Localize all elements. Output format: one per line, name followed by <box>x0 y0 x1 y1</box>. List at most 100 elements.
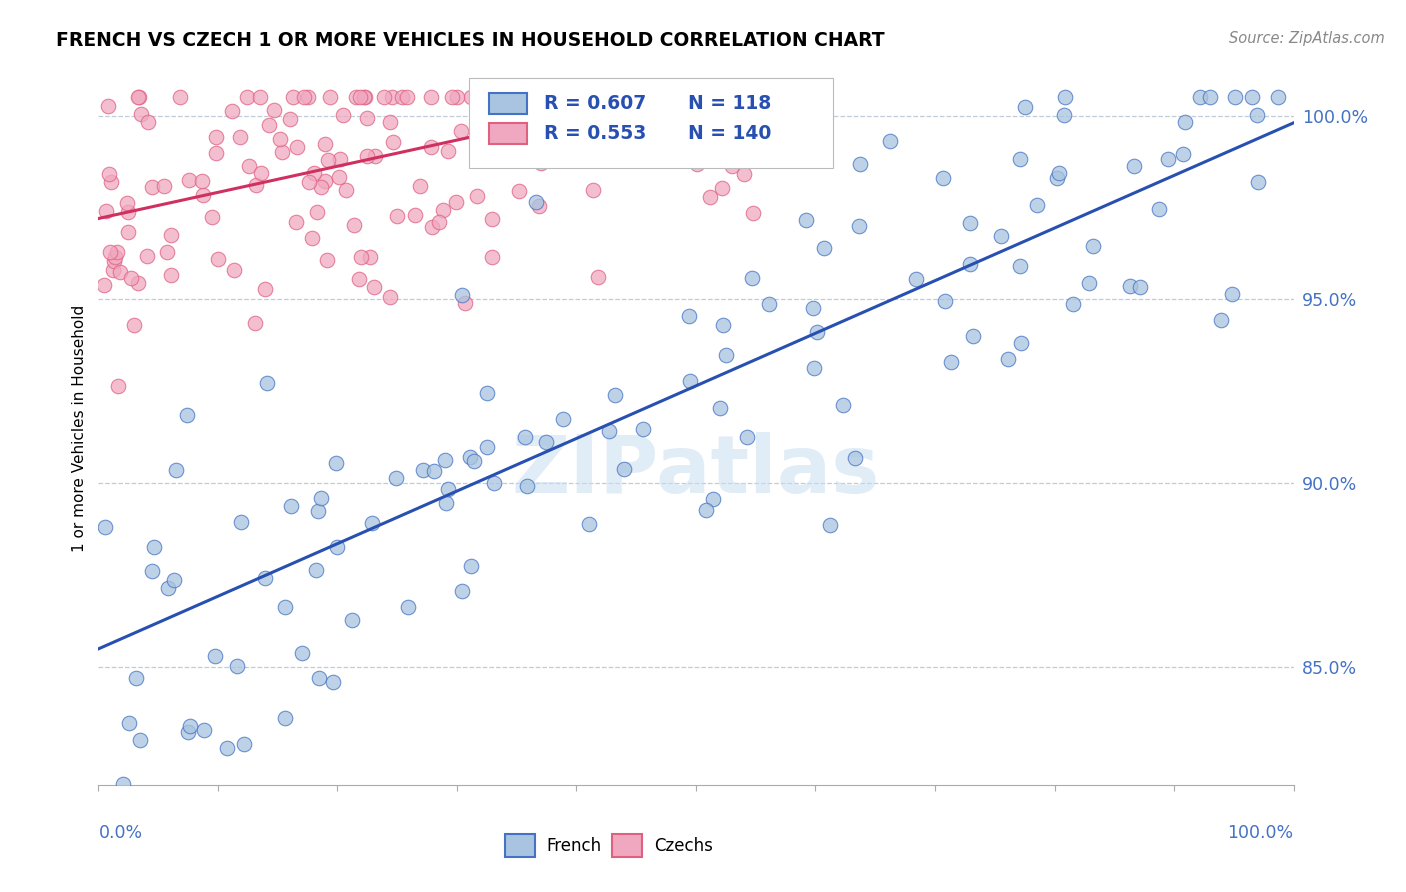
Point <box>177 173 200 187</box>
Point <box>120 271 142 285</box>
Point <box>141 564 163 578</box>
Point <box>454 296 477 310</box>
Point <box>446 90 468 104</box>
Point <box>1222 287 1244 301</box>
Point <box>363 280 385 294</box>
Point <box>714 348 737 362</box>
Point <box>444 194 467 209</box>
Point <box>103 263 125 277</box>
Bar <box>613 834 643 857</box>
Point <box>117 195 139 210</box>
Point <box>340 613 363 627</box>
Point <box>103 253 125 268</box>
Point <box>1189 90 1212 104</box>
Point <box>176 408 198 422</box>
Point <box>607 90 630 104</box>
Point <box>1147 202 1170 217</box>
Point <box>613 462 636 476</box>
Point <box>1008 260 1031 274</box>
Point <box>269 132 291 146</box>
Point <box>107 379 129 393</box>
Point <box>298 175 321 189</box>
Point <box>460 558 482 573</box>
Point <box>373 90 395 104</box>
Text: French: French <box>547 837 602 855</box>
Text: R = 0.553: R = 0.553 <box>544 124 647 143</box>
Point <box>626 98 648 112</box>
Point <box>813 241 835 255</box>
Point <box>325 456 347 470</box>
Point <box>934 293 956 308</box>
Point <box>231 515 253 529</box>
Point <box>678 309 700 323</box>
Point <box>633 422 655 436</box>
Point <box>259 118 281 132</box>
Point <box>108 265 131 279</box>
Point <box>217 741 239 756</box>
Point <box>530 156 553 170</box>
Point <box>354 90 377 104</box>
Point <box>710 180 733 194</box>
Point <box>709 401 731 416</box>
Point <box>1010 152 1032 166</box>
Point <box>378 115 401 129</box>
Point <box>160 228 183 243</box>
Point <box>274 710 297 724</box>
Point <box>508 184 530 198</box>
Point <box>308 672 330 686</box>
Point <box>225 658 247 673</box>
Point <box>94 519 117 533</box>
Point <box>319 90 342 104</box>
Point <box>141 180 163 194</box>
Point <box>311 491 333 505</box>
Point <box>111 777 134 791</box>
Point <box>176 725 198 739</box>
Point <box>1053 90 1076 104</box>
Point <box>127 276 149 290</box>
Point <box>387 209 409 223</box>
Text: N = 118: N = 118 <box>688 94 770 113</box>
Point <box>117 225 139 239</box>
Point <box>962 329 984 343</box>
Point <box>285 215 308 229</box>
Point <box>221 103 243 118</box>
Point <box>818 517 841 532</box>
Point <box>122 318 145 332</box>
Point <box>93 278 115 293</box>
Point <box>343 218 366 232</box>
Point <box>1025 198 1047 212</box>
Point <box>1010 336 1032 351</box>
Point <box>128 90 150 104</box>
Point <box>1119 279 1142 293</box>
Point <box>155 245 177 260</box>
Point <box>304 166 326 180</box>
Point <box>391 90 413 104</box>
Point <box>463 454 485 468</box>
Point <box>278 112 301 126</box>
Point <box>595 90 617 104</box>
Point <box>679 375 702 389</box>
Text: Source: ZipAtlas.com: Source: ZipAtlas.com <box>1229 31 1385 46</box>
Point <box>329 153 352 167</box>
Point <box>489 90 512 104</box>
Point <box>605 103 627 117</box>
Point <box>332 107 354 121</box>
Point <box>489 96 512 111</box>
Text: ZIPatlas: ZIPatlas <box>512 432 880 510</box>
Point <box>959 257 981 271</box>
Point <box>360 516 382 530</box>
Point <box>997 351 1019 366</box>
Point <box>1077 276 1099 290</box>
Point <box>363 149 385 163</box>
Point <box>156 581 179 595</box>
Point <box>524 195 547 210</box>
Point <box>433 452 456 467</box>
Point <box>432 202 454 217</box>
Point <box>844 450 866 465</box>
Point <box>243 316 266 330</box>
Point <box>353 90 375 104</box>
Point <box>254 571 277 585</box>
Point <box>191 174 214 188</box>
Point <box>516 478 538 492</box>
Point <box>1014 99 1036 113</box>
